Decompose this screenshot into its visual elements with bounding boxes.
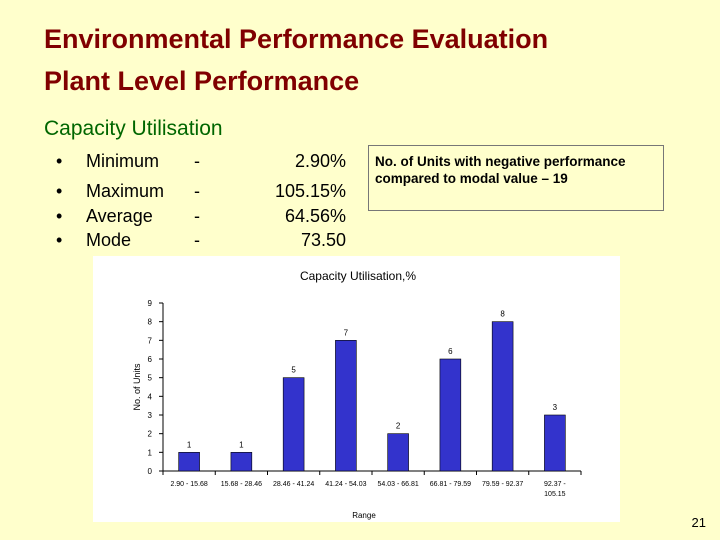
stat-value: 73.50	[300, 230, 346, 250]
bullet: •	[56, 230, 63, 250]
bar	[282, 377, 305, 472]
y-tick-label: 3	[148, 411, 153, 420]
y-tick-label: 4	[148, 392, 153, 401]
slide-subtitle-heading: Plant Level Performance	[44, 66, 360, 96]
x-axis-title: Range	[352, 511, 376, 520]
slide-title: Environmental Performance Evaluation	[44, 24, 549, 54]
bar	[439, 358, 462, 472]
x-tick-label: 28.46 - 41.24	[273, 481, 314, 488]
bar-data-label: 6	[448, 347, 453, 356]
bullet: •	[56, 151, 63, 171]
bar-data-label: 7	[344, 328, 349, 337]
x-tick-label: 15.68 - 28.46	[221, 481, 262, 488]
bar	[230, 452, 253, 472]
bar	[178, 452, 200, 472]
x-tick-label: 79.59 - 92.37	[482, 481, 523, 488]
stat-value: 105.15%	[274, 181, 346, 201]
bar	[335, 340, 357, 472]
bar-data-label: 1	[239, 440, 244, 449]
y-tick-label: 1	[148, 448, 153, 457]
page-number: 21	[691, 515, 706, 530]
section-heading: Capacity Utilisation	[44, 117, 223, 140]
y-tick-label: 2	[148, 430, 153, 439]
x-tick-label: 41.24 - 54.03	[325, 481, 366, 488]
y-tick-label: 9	[148, 299, 153, 308]
x-tick-label: 92.37 -	[544, 481, 566, 488]
x-tick-label: 2.90 - 15.68	[170, 481, 207, 488]
y-tick-label: 8	[148, 318, 153, 327]
stat-dash: -	[194, 151, 200, 171]
bar	[387, 433, 409, 472]
bar-data-label: 3	[553, 403, 558, 412]
bar-data-label: 8	[500, 310, 505, 319]
bullet: •	[56, 206, 63, 226]
note-box: No. of Units with negative performance c…	[368, 145, 664, 211]
stat-dash: -	[194, 181, 200, 201]
bar	[544, 414, 566, 472]
chart-title: Capacity Utilisation,%	[300, 269, 416, 283]
bar-chart: Capacity Utilisation,% 0 1 2 3 4 5 6 7 8 9 1 2.90 - …	[132, 269, 582, 520]
y-tick-label: 6	[148, 355, 153, 364]
y-tick-label: 5	[148, 374, 153, 383]
bullet: •	[56, 181, 63, 201]
bar	[491, 321, 514, 472]
stat-value: 2.90%	[294, 151, 346, 171]
x-tick-label: 66.81 - 79.59	[430, 481, 471, 488]
bar-data-label: 2	[396, 422, 401, 431]
stat-label: Mode	[86, 230, 132, 250]
stat-dash: -	[194, 206, 200, 226]
stat-label: Minimum	[86, 151, 160, 171]
y-tick-label: 7	[148, 336, 153, 345]
chart-panel: Capacity Utilisation,% 0 1 2 3 4 5 6 7 8 9 1 2.90 - …	[93, 256, 620, 522]
x-tick-label: 54.03 - 66.81	[377, 481, 418, 488]
bar-data-label: 5	[291, 366, 296, 375]
stat-label: Maximum	[86, 181, 165, 201]
y-tick-label: 0	[148, 467, 153, 476]
stat-value: 64.56%	[284, 206, 346, 226]
stat-label: Average	[86, 206, 153, 226]
x-tick-label: 105.15	[544, 491, 566, 498]
stat-dash: -	[194, 230, 200, 250]
bar-data-label: 1	[187, 440, 192, 449]
y-axis-title: No. of Units	[132, 363, 142, 411]
